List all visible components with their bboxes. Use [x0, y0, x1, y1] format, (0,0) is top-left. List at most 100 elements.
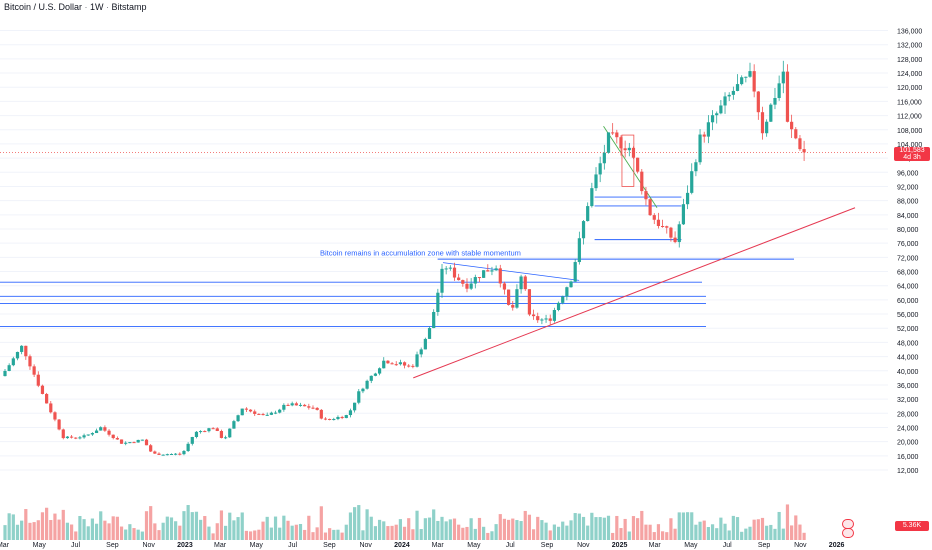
y-tick-label: 52,000 [897, 326, 919, 333]
volume-bar [760, 517, 765, 540]
symbol-name: Bitcoin / U.S. Dollar [4, 2, 83, 12]
candle [323, 418, 328, 420]
x-tick-label: 2024 [394, 542, 410, 549]
candle [49, 403, 53, 413]
candle [735, 84, 740, 91]
candle [773, 98, 777, 105]
candle [78, 437, 82, 439]
volume-bar [611, 532, 615, 540]
y-tick-label: 108,000 [897, 128, 922, 135]
volume-bar [290, 525, 294, 540]
candle [561, 296, 565, 303]
volume-bar [28, 522, 32, 540]
volume-bar [427, 517, 432, 540]
x-tick-label: Sep [323, 542, 336, 549]
candle [140, 439, 144, 441]
volume-bar [552, 524, 556, 540]
candle [273, 412, 278, 414]
candle [465, 283, 469, 289]
x-tick-label: 2026 [829, 542, 845, 549]
candle [286, 404, 290, 406]
volume-bar [190, 512, 194, 540]
candle [186, 443, 190, 452]
candle [498, 268, 502, 284]
candle [377, 368, 382, 374]
candle [315, 407, 319, 410]
candle [760, 112, 765, 134]
x-tick-label: Nov [142, 542, 155, 549]
x-tick-label: Mar [432, 542, 445, 549]
volume-bar [407, 518, 411, 540]
candle [781, 71, 785, 84]
volume-bar [752, 519, 756, 540]
candle [40, 385, 45, 394]
event-icon[interactable] [842, 528, 854, 538]
annotation-text: Bitcoin remains in accumulation zone wit… [320, 249, 521, 258]
volume-bar [45, 507, 49, 540]
candle [436, 292, 440, 312]
candle [581, 221, 586, 239]
candle [723, 96, 727, 106]
volume-bar [165, 516, 169, 540]
volume-bar [144, 511, 149, 540]
volume-bar [519, 521, 523, 540]
volume-bar [24, 509, 28, 540]
volume-bar [315, 527, 319, 540]
candle [706, 122, 710, 137]
chart-title: Bitcoin / U.S. Dollar · 1W · Bitstamp [4, 2, 147, 12]
volume-bar [765, 525, 769, 540]
candle [207, 428, 211, 432]
candle [644, 191, 648, 200]
candle [149, 445, 153, 452]
volume-bar [298, 523, 303, 540]
volume-bar [681, 512, 686, 540]
volume-bar [69, 524, 74, 540]
volume-bar [3, 525, 7, 540]
volume-bar [128, 524, 132, 540]
volume-bar [240, 512, 244, 540]
candle [473, 277, 477, 284]
volume-bar [74, 531, 78, 540]
candle [440, 268, 444, 293]
volume-bar [215, 523, 219, 540]
candle [290, 403, 294, 406]
volume-bar [361, 530, 365, 540]
candle [548, 318, 552, 321]
volume-bar [236, 517, 240, 540]
x-tick-label: Jul [723, 542, 732, 549]
volume-bar [773, 528, 777, 540]
y-tick-label: 36,000 [897, 383, 919, 390]
volume-bar [756, 519, 760, 540]
candle [336, 416, 340, 420]
candle [540, 319, 544, 321]
volume-bar [561, 521, 565, 540]
volume-bar [777, 511, 781, 540]
y-tick-label: 128,000 [897, 57, 922, 64]
volume-bar [727, 530, 731, 540]
volume-bar [452, 518, 457, 540]
volume-bar [194, 511, 199, 540]
volume-bar [273, 516, 278, 540]
x-tick-label: May [684, 542, 698, 549]
volume-bar [556, 526, 561, 540]
candle [174, 453, 178, 455]
candle [631, 147, 636, 158]
candle [536, 316, 540, 321]
volume-bar [282, 515, 286, 540]
candle [802, 149, 806, 153]
candle [790, 121, 794, 130]
volume-bar [798, 524, 802, 540]
volume-bar [673, 528, 677, 540]
volume-bar [602, 517, 606, 540]
candle [411, 365, 415, 367]
volume-bar [631, 516, 636, 540]
candle [69, 436, 74, 438]
candle [615, 132, 619, 138]
candle [511, 304, 515, 308]
volume-bar [357, 505, 361, 540]
volume-bar [444, 521, 448, 540]
candle [523, 276, 527, 290]
volume-bar [423, 518, 427, 540]
candle [577, 238, 581, 263]
